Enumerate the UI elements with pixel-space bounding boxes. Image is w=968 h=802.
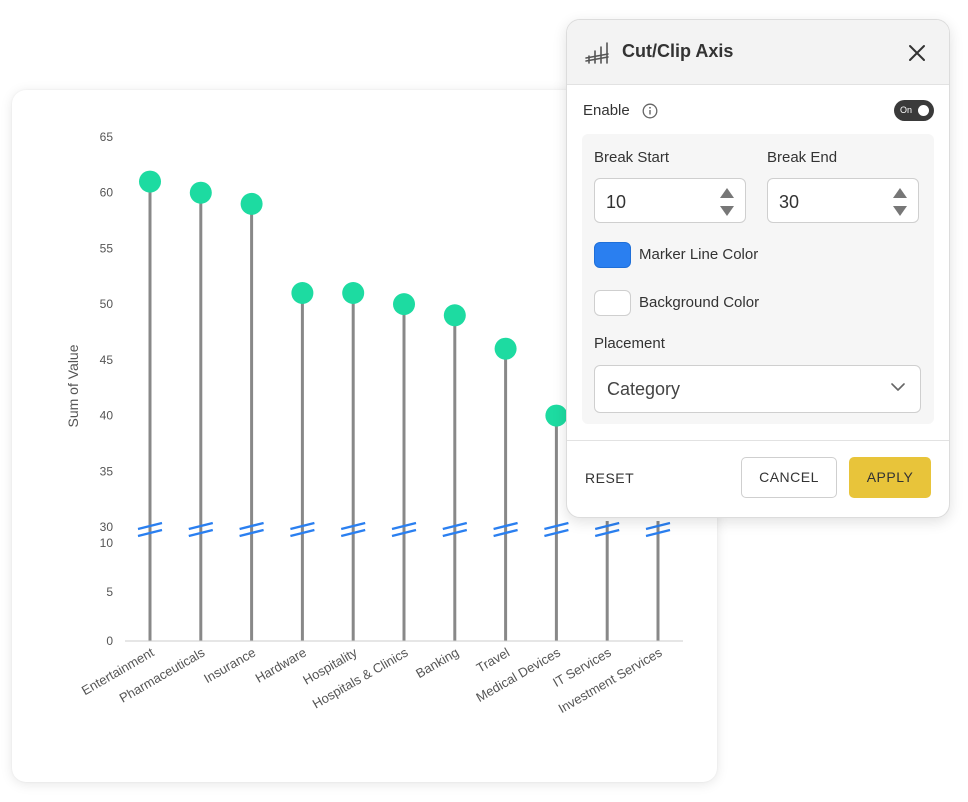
data-point[interactable]: [494, 337, 517, 360]
close-icon[interactable]: [905, 41, 929, 65]
break-marker: [442, 521, 468, 531]
break-marker: [493, 521, 518, 531]
break-end-value: 30: [779, 192, 800, 212]
y-axis-label: Sum of Value: [65, 344, 81, 427]
break-end-label: Break End: [767, 149, 838, 166]
break-marker: [645, 521, 671, 531]
marker-line-color-swatch[interactable]: [594, 242, 631, 268]
axis-break-icon: [585, 42, 609, 64]
break-marker: [239, 521, 264, 531]
break-marker: [594, 521, 620, 531]
toggle-label: On: [900, 105, 913, 115]
y-tick-label: 30: [100, 520, 114, 534]
enable-label: Enable: [583, 102, 630, 119]
background-color-swatch[interactable]: [594, 290, 631, 316]
data-point[interactable]: [443, 304, 466, 327]
data-point[interactable]: [291, 282, 314, 304]
y-tick-label: 0: [106, 634, 113, 648]
x-tick-label: Banking: [413, 645, 461, 681]
data-point[interactable]: [240, 192, 263, 215]
break-start-increment[interactable]: [720, 188, 734, 198]
break-marker: [391, 528, 417, 538]
chevron-down-icon: [891, 383, 905, 391]
y-tick-label: 45: [100, 353, 114, 367]
break-marker: [137, 528, 163, 538]
break-start-decrement[interactable]: [720, 206, 734, 216]
reset-button[interactable]: RESET: [585, 470, 635, 486]
x-tick-label: Travel: [474, 645, 512, 676]
info-icon[interactable]: [642, 103, 658, 119]
break-marker: [290, 528, 315, 538]
x-tick-label: Pharmaceuticals: [117, 644, 208, 705]
panel-title: Cut/Clip Axis: [622, 41, 734, 61]
break-marker: [594, 528, 620, 538]
data-point[interactable]: [139, 170, 161, 193]
break-marker: [645, 528, 671, 538]
break-marker: [137, 521, 163, 531]
x-tick-label: Hardware: [253, 645, 309, 686]
enable-toggle[interactable]: On: [894, 100, 934, 121]
break-marker: [544, 521, 569, 531]
break-marker: [442, 528, 468, 538]
break-start-label: Break Start: [594, 149, 670, 166]
x-tick-label: Hospitals & Clinics: [310, 644, 411, 711]
x-tick-label: Insurance: [201, 645, 258, 687]
break-marker: [188, 528, 214, 538]
cancel-button[interactable]: CANCEL: [741, 457, 837, 498]
break-marker: [391, 521, 417, 531]
placement-select[interactable]: Category: [594, 365, 921, 413]
y-tick-label: 65: [100, 130, 114, 144]
break-end-decrement[interactable]: [893, 206, 907, 216]
data-point[interactable]: [393, 293, 415, 316]
placement-label: Placement: [594, 335, 665, 352]
data-point[interactable]: [189, 181, 212, 204]
background-color-label: Background Color: [639, 294, 760, 311]
y-tick-label: 10: [100, 536, 114, 550]
footer-divider: [567, 440, 949, 441]
break-marker: [340, 528, 366, 538]
cut-clip-axis-panel: Cut/Clip Axis Enable On Break Start Brea…: [566, 19, 950, 518]
panel-header: Cut/Clip Axis: [567, 20, 949, 85]
y-tick-label: 35: [100, 464, 114, 478]
break-marker: [340, 521, 366, 531]
y-tick-label: 55: [100, 241, 114, 255]
apply-button[interactable]: APPLY: [849, 457, 931, 498]
placement-value: Category: [607, 379, 681, 399]
break-end-input[interactable]: 30: [767, 178, 919, 223]
y-tick-label: 40: [100, 409, 114, 423]
marker-line-color-label: Marker Line Color: [639, 246, 759, 263]
data-point[interactable]: [342, 282, 365, 304]
break-marker: [290, 521, 315, 531]
y-tick-label: 5: [106, 585, 113, 599]
break-marker: [493, 528, 518, 538]
break-marker: [239, 528, 264, 538]
break-end-increment[interactable]: [893, 188, 907, 198]
data-point[interactable]: [545, 404, 568, 427]
break-marker: [188, 521, 214, 531]
y-tick-label: 50: [100, 297, 114, 311]
toggle-knob: [918, 105, 929, 116]
break-marker: [544, 528, 569, 538]
x-tick-label: Medical Devices: [473, 644, 563, 705]
break-start-input[interactable]: 10: [594, 178, 746, 223]
break-start-value: 10: [606, 192, 627, 212]
y-tick-label: 60: [100, 186, 114, 200]
